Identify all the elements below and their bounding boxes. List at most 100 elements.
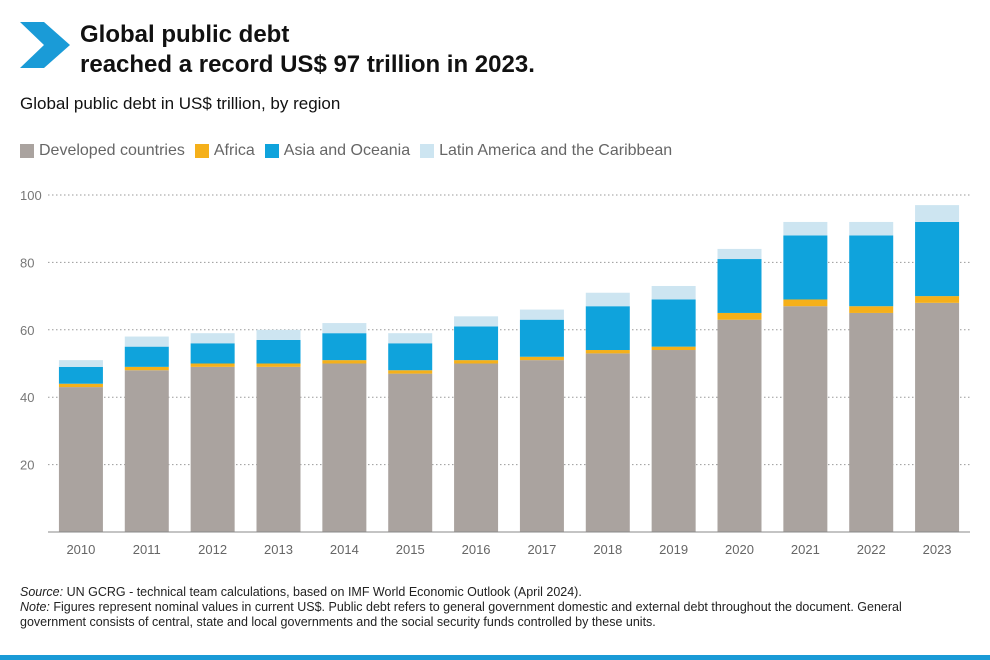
bar-segment [388, 343, 433, 371]
bar-segment [849, 306, 894, 313]
bar-segment [256, 366, 301, 532]
legend-label: Latin America and the Caribbean [439, 142, 673, 159]
legend-swatch [420, 144, 435, 158]
legend-label: Asia and Oceania [283, 142, 411, 159]
bar-segment [585, 292, 630, 307]
bar-segment [256, 339, 301, 364]
bottom-accent-bar [0, 655, 990, 660]
bar-segment [717, 319, 762, 532]
title-line-2: reached a record US$ 97 trillion in 2023… [80, 51, 535, 78]
chart-subtitle: Global public debt in US$ trillion, by r… [20, 94, 341, 113]
bar-segment [124, 336, 169, 347]
bar-segment [58, 387, 103, 532]
stacked-bar-chart: 20 40 60 80 100 2010 2011 2012 2013 2014 2015 2016 2… [20, 188, 970, 557]
bar-segment [783, 306, 828, 532]
bar-segment [454, 360, 499, 364]
y-tick-label: 100 [20, 188, 42, 203]
page-title: Global public debt reached a record US$ … [80, 20, 535, 80]
x-tick-label: 2018 [593, 542, 622, 557]
bar-segment [651, 346, 696, 351]
bar-segment [519, 356, 564, 361]
x-tick-label: 2012 [198, 542, 227, 557]
x-tick-label: 2022 [857, 542, 886, 557]
bar-segment [322, 323, 367, 334]
bar-segment [915, 205, 960, 222]
legend-swatch [20, 144, 34, 158]
bar-segment [190, 343, 235, 364]
bar-segment [717, 248, 762, 260]
x-tick-label: 2016 [462, 542, 491, 557]
chart-legend: Developed countries Africa Asia and Oceani… [20, 142, 682, 160]
legend-label: Developed countries [39, 142, 185, 159]
bar-segment [190, 363, 235, 367]
bar-segment [783, 221, 828, 236]
bar-segment [915, 302, 960, 532]
x-tick-label: 2011 [133, 542, 161, 557]
bar-segment [519, 309, 564, 320]
bar-segment [783, 299, 828, 307]
chart-footer: Source: UN GCRG - technical team calcula… [20, 585, 970, 630]
bar-segment [124, 366, 169, 371]
bar-segment [915, 221, 960, 297]
x-tick-label: 2014 [330, 542, 359, 557]
bar-segment [58, 360, 103, 367]
x-tick-label: 2020 [725, 542, 754, 557]
y-tick-label: 60 [20, 323, 34, 338]
bar-segment [651, 285, 696, 300]
bar-segment [124, 370, 169, 532]
chevron-icon [20, 22, 70, 68]
bar-segment [124, 346, 169, 367]
note-line: Note: Figures represent nominal values i… [20, 600, 970, 630]
bar-segment [256, 329, 301, 340]
bar-segment [322, 363, 367, 532]
bar-segment [190, 366, 235, 532]
bar-segment [454, 363, 499, 532]
bar-segment [190, 333, 235, 344]
x-tick-label: 2015 [396, 542, 425, 557]
bar-segment [388, 333, 433, 344]
source-line: Source: UN GCRG - technical team calcula… [20, 585, 970, 600]
bar-segment [585, 306, 630, 351]
bar-segment [322, 360, 367, 364]
bar-segment [322, 333, 367, 361]
bar-segment [717, 259, 762, 313]
bar-segment [585, 350, 630, 354]
title-line-1: Global public debt [80, 21, 290, 48]
x-tick-label: 2013 [264, 542, 293, 557]
y-tick-label: 40 [20, 390, 34, 405]
bar-segment [849, 221, 894, 236]
x-tick-label: 2017 [527, 542, 556, 557]
bar-segment [454, 316, 499, 327]
bar-segment [58, 383, 103, 388]
bar-segment [717, 312, 762, 320]
x-tick-label: 2023 [923, 542, 952, 557]
source-label: Source: [20, 585, 64, 599]
bar-segment [256, 363, 301, 367]
bar-segment [849, 235, 894, 307]
bar-segment [651, 299, 696, 347]
legend-item: Africa [194, 142, 255, 160]
note-text: Figures represent nominal values in curr… [20, 600, 902, 629]
bar-segment [519, 360, 564, 532]
bar-segment [58, 366, 103, 384]
legend-swatch [264, 144, 279, 158]
bar-segment [388, 373, 433, 532]
legend-item: Latin America and the Caribbean [420, 142, 672, 160]
bar-segment [849, 312, 894, 532]
source-text: UN GCRG - technical team calculations, b… [63, 585, 582, 599]
bar-segment [651, 350, 696, 532]
bar-segment [519, 319, 564, 357]
x-tick-label: 2010 [66, 542, 95, 557]
legend-swatch [194, 144, 209, 158]
x-tick-label: 2021 [791, 542, 820, 557]
bar-segment [454, 326, 499, 361]
bar-segment [915, 296, 960, 303]
legend-item: Asia and Oceania [264, 142, 411, 160]
legend-item: Developed countries [20, 142, 185, 160]
y-tick-label: 20 [20, 458, 34, 473]
x-tick-label: 2019 [659, 542, 688, 557]
note-label: Note: [20, 600, 50, 614]
legend-label: Africa [213, 142, 255, 159]
y-tick-label: 80 [20, 255, 34, 270]
bar-segment [783, 235, 828, 300]
